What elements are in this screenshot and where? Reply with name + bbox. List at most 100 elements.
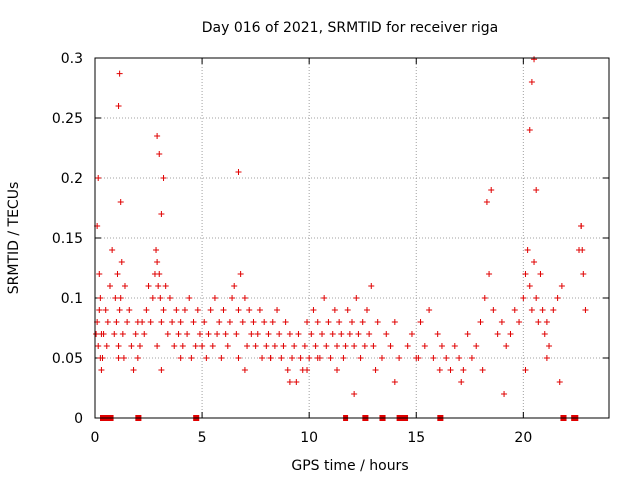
data-point <box>149 295 156 301</box>
plot-frame <box>94 57 610 419</box>
data-point <box>199 343 206 349</box>
data-point <box>308 331 315 337</box>
data-point <box>501 391 508 397</box>
data-point <box>246 307 253 313</box>
data-point <box>220 307 227 313</box>
data-point <box>391 319 398 325</box>
data-point <box>546 343 553 349</box>
data-point <box>293 379 300 385</box>
data-point <box>503 343 510 349</box>
chart-title: Day 016 of 2021, SRMTID for receiver rig… <box>202 20 499 36</box>
data-point <box>179 343 186 349</box>
data-point <box>301 343 308 349</box>
data-point <box>543 319 550 325</box>
data-point <box>404 343 411 349</box>
data-point <box>490 307 497 313</box>
data-point <box>256 307 263 313</box>
data-point <box>263 343 270 349</box>
data-point <box>543 355 550 361</box>
data-point <box>357 355 364 361</box>
data-point <box>93 331 100 337</box>
data-point <box>248 331 255 337</box>
data-point <box>106 283 113 289</box>
data-point <box>528 79 535 85</box>
data-point <box>426 307 433 313</box>
data-point <box>539 307 546 313</box>
data-point <box>271 343 278 349</box>
data-point <box>378 355 385 361</box>
data-point <box>359 319 366 325</box>
data-point <box>188 355 195 361</box>
data-point <box>203 355 210 361</box>
data-point <box>231 283 238 289</box>
data-point <box>291 343 298 349</box>
data-point <box>132 331 139 337</box>
data-point <box>537 271 544 277</box>
data-point <box>368 283 375 289</box>
data-point <box>147 319 154 325</box>
y-tick-label: 0.25 <box>52 111 83 127</box>
data-points <box>93 56 589 397</box>
x-tick-label: 5 <box>198 430 207 446</box>
data-point <box>306 355 313 361</box>
data-point <box>120 355 127 361</box>
data-point <box>214 331 221 337</box>
data-point <box>276 331 283 337</box>
data-point <box>417 319 424 325</box>
data-point <box>109 247 116 253</box>
y-tick-label: 0.1 <box>61 291 83 307</box>
data-point <box>550 307 557 313</box>
y-tick-label: 0.3 <box>61 51 83 67</box>
data-point <box>498 319 505 325</box>
data-point <box>116 307 123 313</box>
data-point <box>366 331 373 337</box>
x-tick-label: 15 <box>407 430 425 446</box>
data-point <box>580 271 587 277</box>
data-point <box>115 103 122 109</box>
data-point <box>353 295 360 301</box>
data-point <box>355 331 362 337</box>
data-point <box>113 319 120 325</box>
data-point <box>211 295 218 301</box>
data-point <box>526 283 533 289</box>
data-point <box>579 247 586 253</box>
data-point <box>235 307 242 313</box>
data-point <box>526 127 533 133</box>
data-point <box>177 319 184 325</box>
data-point <box>516 319 523 325</box>
data-point <box>235 169 242 175</box>
data-point <box>278 355 285 361</box>
data-point <box>280 343 287 349</box>
data-point <box>451 343 458 349</box>
data-point <box>286 379 293 385</box>
data-point <box>169 319 176 325</box>
data-point <box>346 331 353 337</box>
data-point <box>115 343 122 349</box>
data-point <box>218 355 225 361</box>
data-point <box>312 343 319 349</box>
data-point <box>95 175 102 181</box>
data-point <box>261 319 268 325</box>
data-point <box>173 307 180 313</box>
data-point <box>216 319 223 325</box>
data-point <box>100 331 107 337</box>
data-point <box>582 307 589 313</box>
data-point <box>477 319 484 325</box>
data-point <box>486 271 493 277</box>
data-point <box>229 295 236 301</box>
data-point <box>95 343 102 349</box>
data-point <box>481 295 488 301</box>
data-point <box>158 319 165 325</box>
data-point <box>134 319 141 325</box>
data-point <box>205 331 212 337</box>
data-point <box>374 319 381 325</box>
data-point <box>121 283 128 289</box>
data-point <box>226 319 233 325</box>
y-tick-label: 0.05 <box>52 351 83 367</box>
data-point <box>269 319 276 325</box>
data-point <box>265 331 272 337</box>
data-point <box>158 211 165 217</box>
data-point <box>473 343 480 349</box>
data-point <box>154 343 161 349</box>
data-point <box>190 319 197 325</box>
